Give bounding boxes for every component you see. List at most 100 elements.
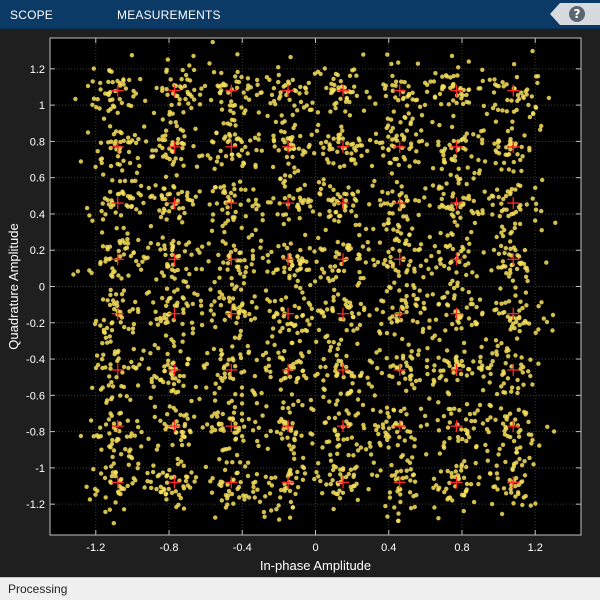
received-symbol-point (245, 76, 251, 81)
received-symbol-point (153, 183, 158, 188)
received-symbol-point (256, 203, 261, 208)
received-symbol-point (509, 186, 514, 192)
received-symbol-point (342, 163, 347, 168)
received-symbol-point (387, 490, 393, 495)
received-symbol-point (87, 213, 92, 218)
received-symbol-point (136, 424, 141, 430)
received-symbol-point (177, 214, 182, 219)
received-symbol-point (399, 132, 405, 138)
received-symbol-point (312, 476, 317, 482)
received-symbol-point (125, 418, 130, 423)
received-symbol-point (411, 292, 416, 298)
received-symbol-point (219, 351, 225, 357)
received-symbol-point (392, 505, 397, 510)
received-symbol-point (308, 204, 313, 209)
received-symbol-point (115, 350, 120, 355)
received-symbol-point (110, 454, 115, 460)
received-symbol-point (121, 77, 126, 82)
help-button[interactable]: ? (550, 0, 600, 28)
received-symbol-point (459, 96, 464, 101)
received-symbol-point (494, 234, 499, 240)
received-symbol-point (296, 207, 302, 212)
received-symbol-point (529, 441, 534, 446)
received-symbol-point (391, 424, 396, 429)
received-symbol-point (353, 213, 359, 219)
received-symbol-point (498, 406, 504, 411)
received-symbol-point (320, 445, 325, 450)
received-symbol-point (531, 462, 536, 467)
received-symbol-point (333, 402, 339, 407)
received-symbol-point (160, 295, 165, 301)
received-symbol-point (470, 371, 475, 376)
tab-measurements[interactable]: MEASUREMENTS (117, 8, 221, 22)
received-symbol-point (508, 136, 513, 142)
received-symbol-point (105, 298, 110, 303)
received-symbol-point (518, 207, 523, 212)
received-symbol-point (129, 178, 135, 184)
received-symbol-point (449, 124, 455, 130)
received-symbol-point (503, 300, 508, 305)
received-symbol-point (220, 448, 225, 453)
received-symbol-point (470, 301, 475, 307)
constellation-plot[interactable]: -1.2 -0.8 -0.4 0 0.4 0.8 1.21.210.80.60.40.20-… (0, 29, 600, 577)
received-symbol-point (118, 320, 123, 325)
received-symbol-point (318, 275, 323, 280)
received-symbol-point (441, 152, 446, 158)
received-symbol-point (386, 445, 391, 450)
received-symbol-point (298, 351, 304, 356)
received-symbol-point (99, 447, 104, 452)
received-symbol-point (254, 207, 259, 212)
received-symbol-point (288, 428, 294, 433)
received-symbol-point (85, 130, 91, 135)
received-symbol-point (197, 92, 203, 97)
received-symbol-point (476, 134, 481, 139)
received-symbol-point (462, 134, 467, 140)
received-symbol-point (324, 85, 329, 91)
received-symbol-point (270, 334, 275, 339)
received-symbol-point (515, 390, 520, 396)
received-symbol-point (242, 258, 247, 263)
received-symbol-point (103, 509, 108, 515)
received-symbol-point (233, 247, 238, 253)
received-symbol-point (93, 164, 98, 170)
received-symbol-point (301, 148, 306, 153)
received-symbol-point (272, 342, 277, 348)
received-symbol-point (350, 314, 356, 320)
received-symbol-point (539, 300, 544, 305)
received-symbol-point (312, 249, 317, 254)
reference-point-marker (282, 84, 295, 97)
reference-point-marker (225, 197, 238, 210)
received-symbol-point (404, 128, 410, 133)
received-symbol-point (132, 433, 137, 438)
received-symbol-point (395, 443, 400, 448)
received-symbol-point (448, 75, 453, 80)
received-symbol-point (109, 380, 114, 385)
received-symbol-point (108, 256, 113, 261)
help-icon[interactable]: ? (569, 6, 585, 22)
received-symbol-point (450, 278, 455, 283)
received-symbol-point (384, 419, 389, 424)
received-symbol-point (380, 145, 385, 151)
received-symbol-point (496, 138, 501, 143)
received-symbol-point (280, 436, 285, 441)
tab-scope[interactable]: SCOPE (10, 8, 54, 22)
received-symbol-point (94, 353, 100, 358)
received-symbol-point (233, 74, 238, 79)
received-symbol-point (451, 191, 456, 196)
received-symbol-point (199, 86, 204, 91)
received-symbol-point (384, 125, 389, 131)
received-symbol-point (449, 53, 455, 59)
received-symbol-point (499, 341, 504, 346)
received-symbol-point (480, 141, 485, 146)
received-symbol-point (447, 142, 452, 147)
received-symbol-point (368, 444, 373, 449)
received-symbol-point (238, 355, 244, 361)
received-symbol-point (158, 418, 163, 423)
received-symbol-point (182, 249, 188, 254)
received-symbol-point (306, 197, 311, 202)
received-symbol-point (471, 176, 476, 181)
received-symbol-point (130, 326, 136, 331)
received-symbol-point (401, 95, 406, 101)
received-symbol-point (108, 189, 113, 194)
received-symbol-point (320, 491, 325, 496)
